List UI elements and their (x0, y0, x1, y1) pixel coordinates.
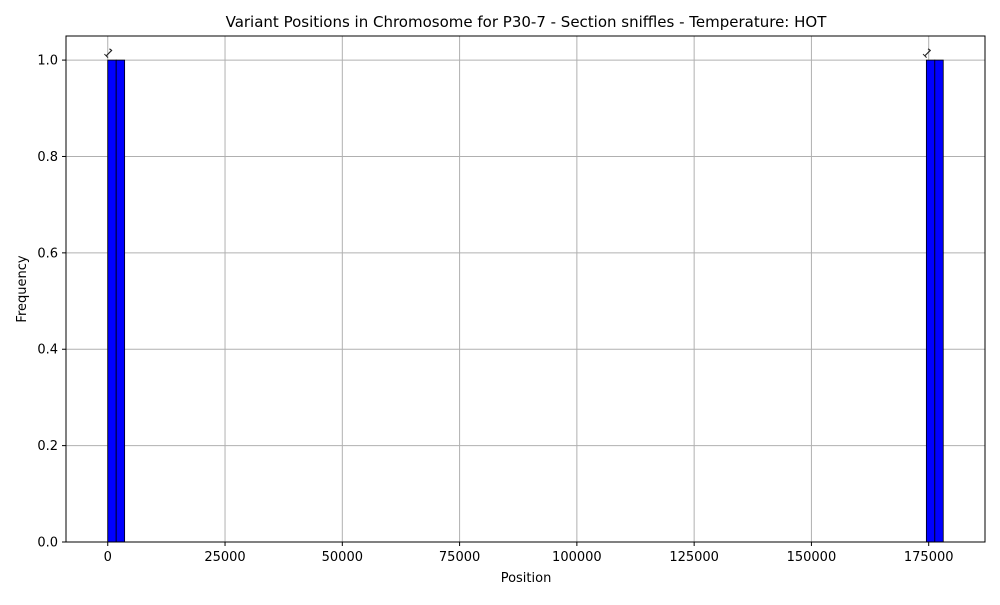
histogram-bar (925, 59, 936, 543)
y-tick-label: 0.0 (37, 536, 58, 551)
y-tick-label: 1.0 (37, 54, 58, 69)
x-axis-label: Position (501, 571, 552, 586)
y-tick-label: 0.2 (37, 439, 58, 454)
plot-frame (65, 35, 986, 543)
histogram-bar (115, 59, 126, 543)
x-tick-label: 100000 (552, 550, 602, 565)
bar-value-label: 1 (101, 46, 116, 61)
chart-title: Variant Positions in Chromosome for P30-… (226, 13, 828, 31)
y-axis-label: Frequency (15, 255, 30, 322)
histogram-bar (934, 59, 944, 543)
x-tick-label: 25000 (204, 550, 245, 565)
y-tick-label: 0.4 (37, 343, 58, 358)
x-tick-label: 50000 (322, 550, 363, 565)
x-tick-label: 150000 (787, 550, 837, 565)
x-tick-label: 0 (104, 550, 112, 565)
y-tick-label: 0.8 (37, 150, 58, 165)
y-tick-label: 0.6 (37, 246, 58, 261)
x-tick-label: 125000 (669, 550, 719, 565)
histogram-bar (107, 59, 117, 543)
x-tick-label: 175000 (904, 550, 954, 565)
x-tick-label: 75000 (439, 550, 480, 565)
bar-value-label: 1 (920, 46, 935, 61)
